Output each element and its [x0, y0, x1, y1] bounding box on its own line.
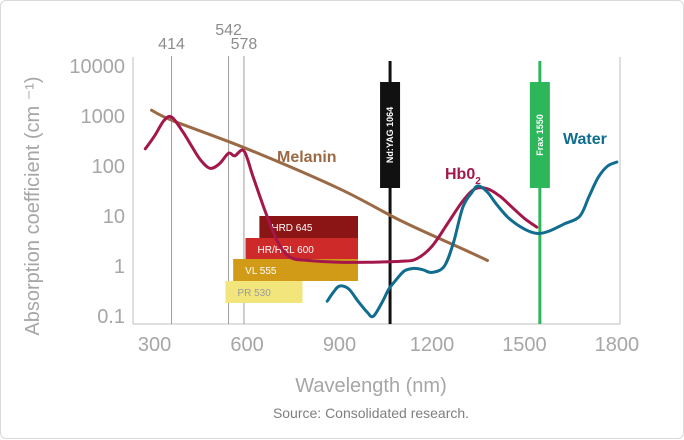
y-tick-label-10: 10 — [103, 206, 125, 228]
series-line-melanin — [150, 108, 489, 262]
series-line-water — [325, 160, 619, 319]
reference-label-578: 578 — [231, 36, 258, 53]
series-label-water: Water — [563, 131, 607, 148]
laser-label-frax-1550: Frax 1550 — [535, 114, 545, 156]
reference-label-542: 542 — [215, 22, 242, 39]
y-tick-label-10000: 10000 — [69, 56, 125, 78]
band-hr-hrl-600 — [245, 238, 359, 260]
source-note: Source: Consolidated research. — [273, 405, 469, 421]
x-tick-label-1500: 1500 — [502, 334, 547, 356]
y-tick-label-1: 1 — [114, 256, 125, 278]
x-axis-label: Wavelength (nm) — [295, 375, 447, 397]
y-tick-label-1000: 1000 — [81, 106, 126, 128]
laser-box-frax-1550 — [529, 82, 550, 188]
band-label-vl-555: VL 555 — [245, 266, 277, 277]
laser-box-nd-yag-1064 — [380, 82, 401, 188]
band-vl-555 — [233, 259, 359, 281]
band-label-hrd-645: HRD 645 — [271, 223, 313, 234]
x-tick-label-300: 300 — [138, 334, 171, 356]
x-tick-label-900: 900 — [323, 334, 356, 356]
y-axis-label: Absorption coefficient (cm ⁻¹) — [22, 76, 44, 335]
y-tick-label-100: 100 — [92, 156, 125, 178]
x-tick-label-1200: 1200 — [410, 334, 455, 356]
series-label-hb0: Hb02 — [445, 166, 481, 187]
laser-label-nd-yag-1064: Nd:YAG 1064 — [385, 107, 395, 163]
y-tick-label-0-1: 0.1 — [97, 306, 125, 328]
band-pr-530 — [225, 281, 303, 303]
x-tick-label-1800: 1800 — [595, 334, 640, 356]
series-label-melanin: Melanin — [277, 149, 337, 166]
band-label-hr-hrl-600: HR/HRL 600 — [258, 245, 315, 256]
band-hrd-645 — [259, 216, 359, 238]
x-tick-label-600: 600 — [230, 334, 263, 356]
band-label-pr-530: PR 530 — [237, 288, 271, 299]
reference-label-414: 414 — [158, 36, 185, 53]
